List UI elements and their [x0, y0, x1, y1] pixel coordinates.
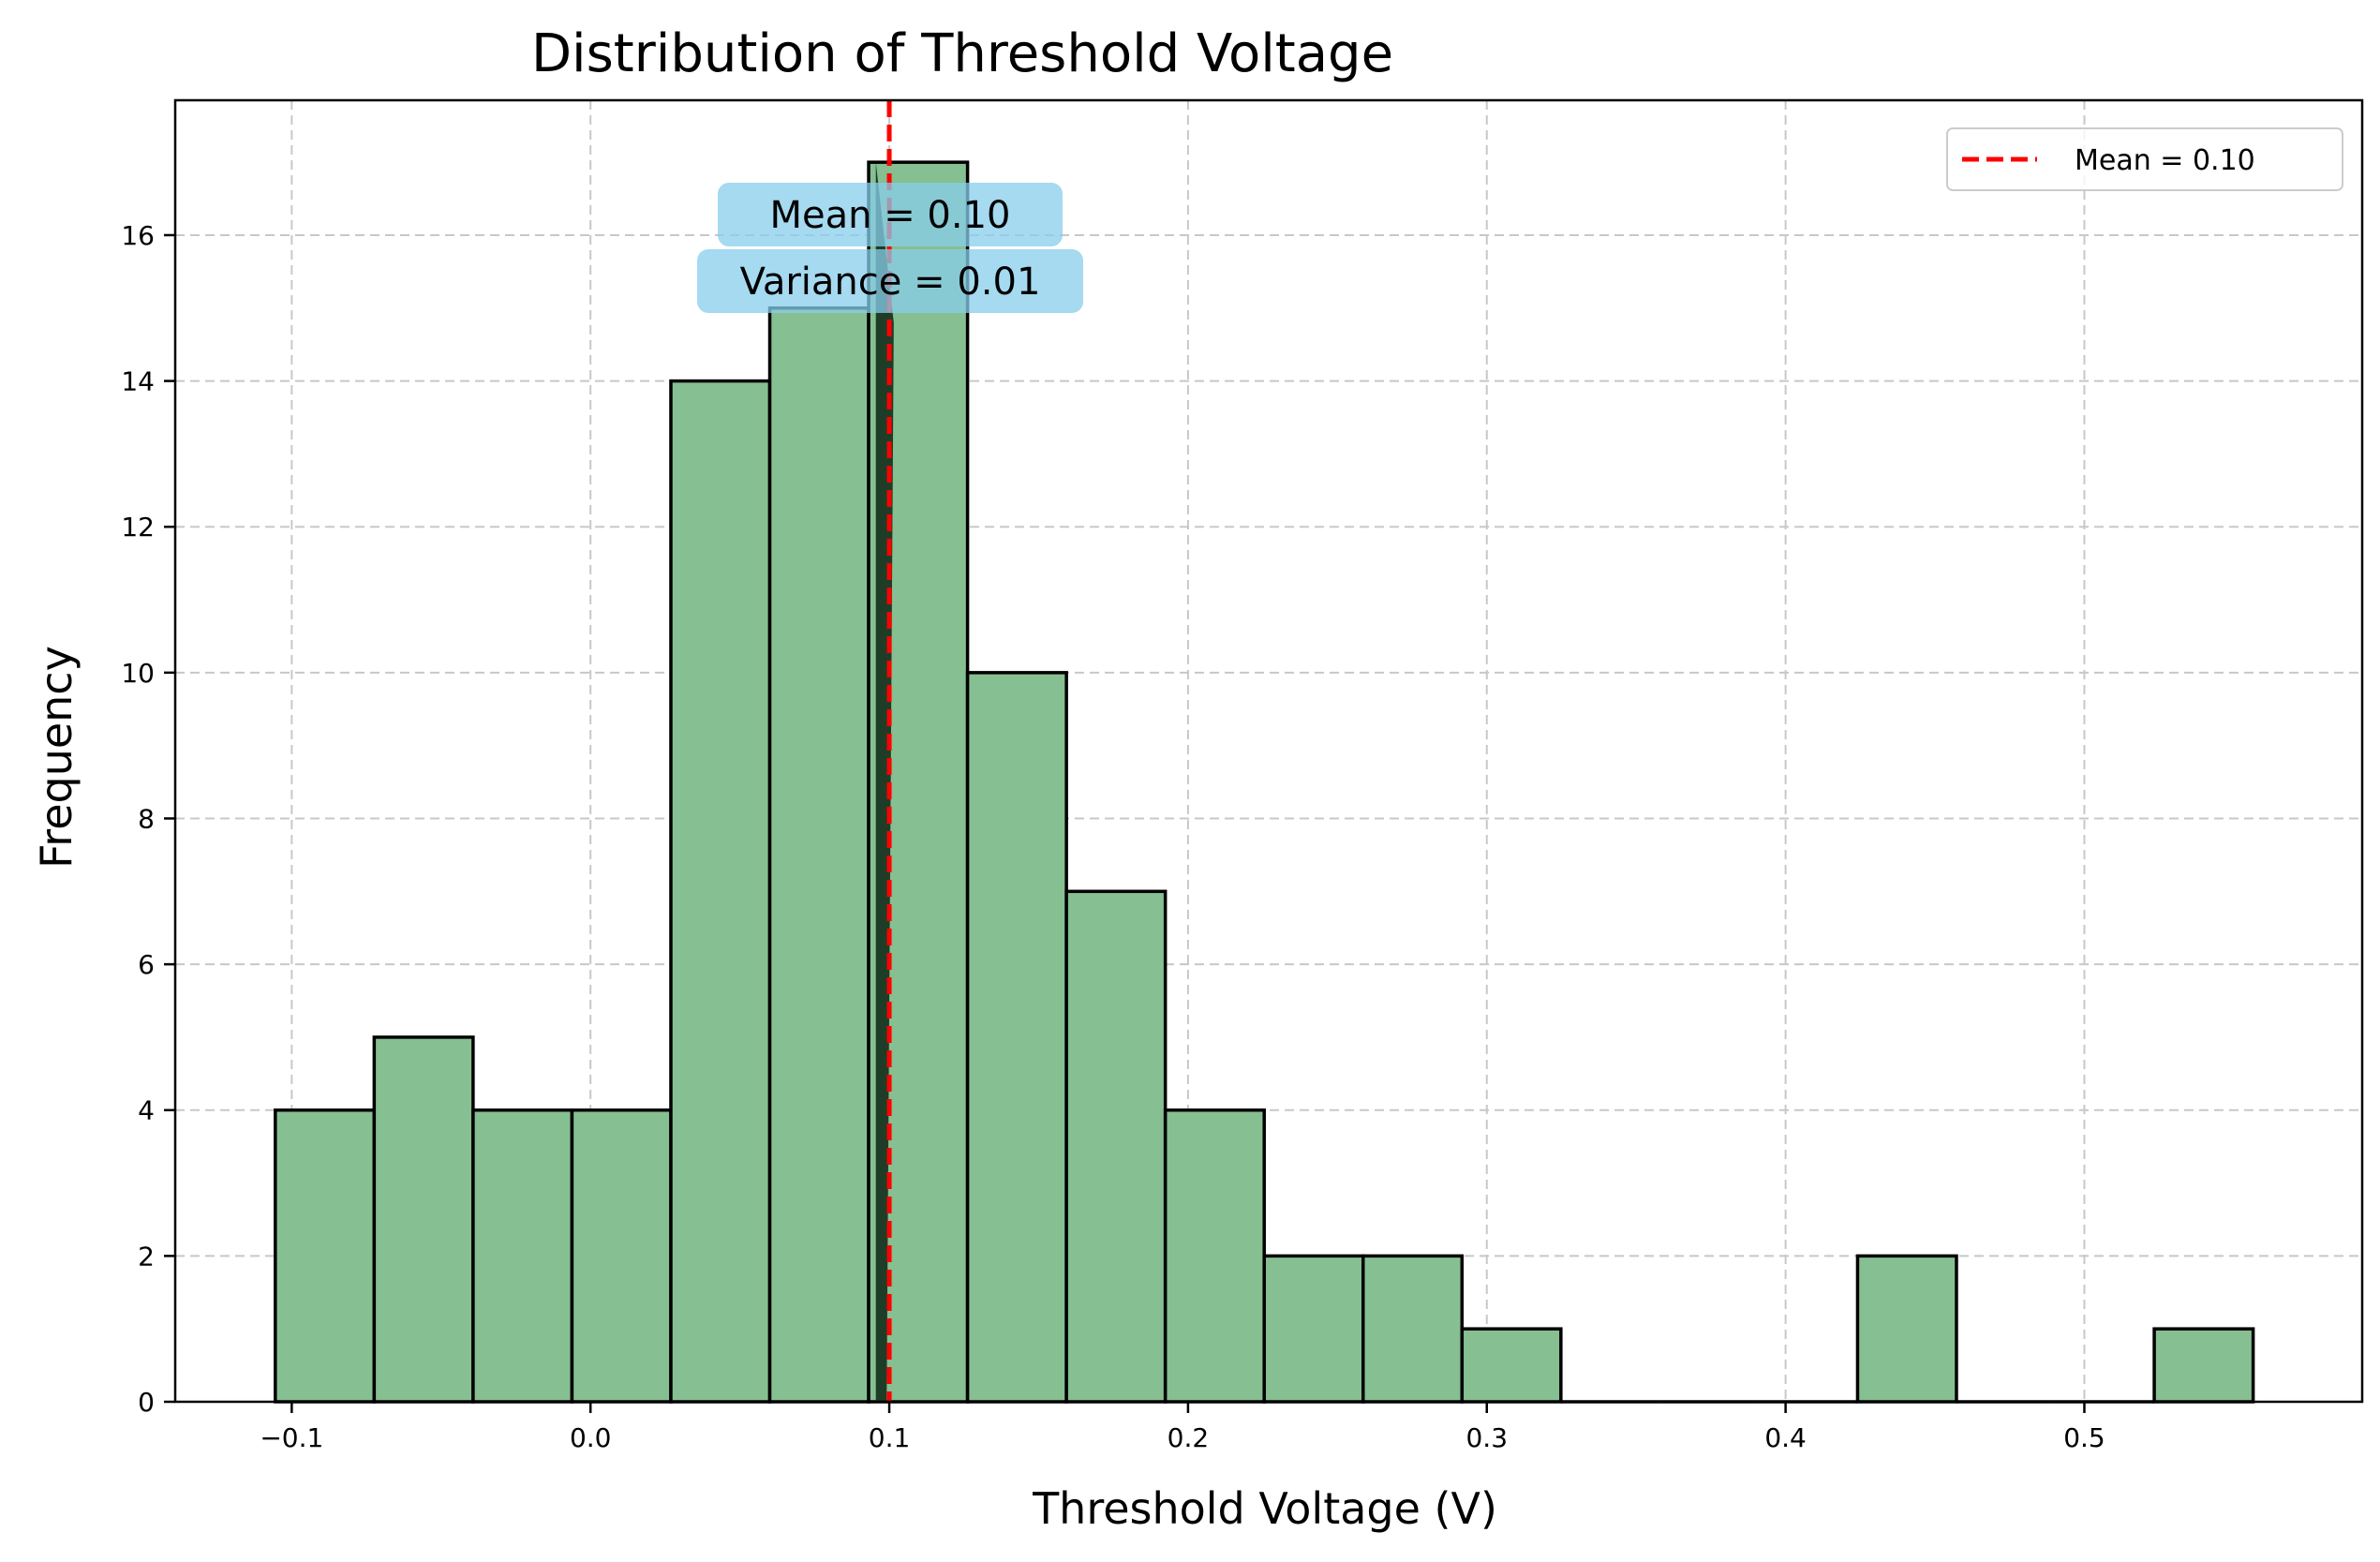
- x-tick-label: −0.1: [260, 1422, 323, 1453]
- y-tick-label: 16: [121, 220, 155, 251]
- chart-title: Distribution of Threshold Voltage: [531, 23, 1393, 84]
- histogram-bar: [669, 379, 772, 1404]
- histogram-bar: [767, 306, 870, 1404]
- histogram-bar: [1361, 1254, 1465, 1404]
- histogram-bar: [274, 1108, 377, 1404]
- annotation-variance-text: Variance = 0.01: [740, 260, 1041, 304]
- annotation-mean-text: Mean = 0.10: [770, 194, 1011, 237]
- y-tick-label: 10: [121, 658, 155, 689]
- axes-layer: −0.1 0.0 0.1 0.2 0.3 0.4 0.5 0 2 4 6 8 10 12 14 16: [121, 98, 2364, 1453]
- y-tick-label: 4: [138, 1095, 155, 1126]
- plot-frame: [173, 98, 2364, 1404]
- histogram-bar: [1163, 1108, 1266, 1404]
- x-tick-label: 0.3: [1465, 1422, 1508, 1453]
- histogram-bar: [1064, 889, 1168, 1404]
- histogram-bar: [1855, 1254, 1958, 1404]
- histogram-bar: [965, 671, 1068, 1404]
- annotation-box: [697, 249, 1083, 313]
- x-tick-label: 0.2: [1168, 1422, 1210, 1453]
- y-tick-label: 2: [138, 1241, 155, 1272]
- x-tick-label: 0.0: [570, 1422, 612, 1453]
- y-tick-label: 6: [138, 949, 155, 980]
- y-axis-label: Frequency: [31, 646, 82, 869]
- histogram-bar: [372, 1035, 475, 1404]
- histogram-bar: [570, 1108, 673, 1404]
- y-tick-label: 8: [138, 803, 155, 834]
- histogram-bar: [471, 1108, 574, 1404]
- x-tick-label: 0.1: [869, 1422, 911, 1453]
- annotation-box: [718, 183, 1063, 246]
- x-tick-label: 0.5: [2063, 1422, 2105, 1453]
- legend: Mean = 0.10: [1946, 127, 2343, 191]
- x-axis-label: Threshold Voltage (V): [1032, 1483, 1497, 1534]
- y-tick-label: 12: [121, 512, 155, 543]
- histogram-bar: [1460, 1327, 1563, 1404]
- legend-box: [1946, 127, 2343, 191]
- histogram-bar: [1262, 1254, 1365, 1404]
- bars-layer: [274, 160, 2255, 1404]
- y-tick-label: 14: [121, 366, 155, 397]
- stats-annotation: Mean = 0.10 Variance = 0.01: [697, 183, 1083, 313]
- histogram-bar: [2152, 1327, 2255, 1404]
- legend-label: Mean = 0.10: [2075, 144, 2255, 177]
- x-tick-label: 0.4: [1764, 1422, 1807, 1453]
- y-tick-label: 0: [138, 1387, 155, 1418]
